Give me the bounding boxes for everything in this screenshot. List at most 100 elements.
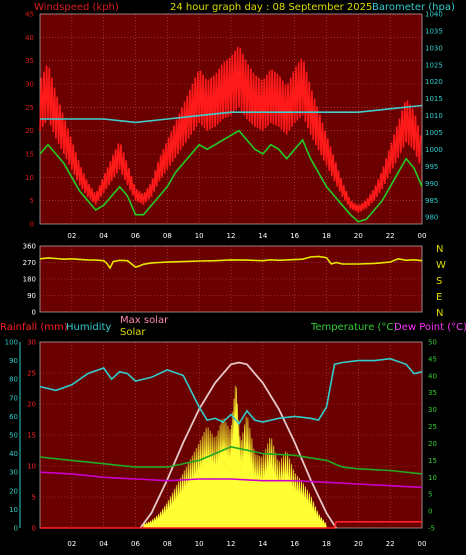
temp-tick-label: 50 <box>428 339 437 347</box>
x-tick-label: 00 <box>418 540 427 548</box>
x-tick-label: 16 <box>290 232 299 240</box>
y2-tick-label: 985 <box>425 197 438 205</box>
dewpoint-axis-title: Dew Point (°C) <box>394 322 466 333</box>
x-tick-label: 04 <box>99 540 108 548</box>
y-tick-label: 25 <box>25 104 34 112</box>
y-tick-label: 5 <box>30 197 34 205</box>
temp-tick-label: 5 <box>428 491 432 499</box>
y-tick-label: 30 <box>25 81 34 89</box>
humidity-tick-label: 30 <box>9 469 18 477</box>
rain-tick-label: 10 <box>27 463 36 471</box>
x-tick-label: 22 <box>386 540 395 548</box>
temp-tick-label: 20 <box>428 440 437 448</box>
x-tick-label: 04 <box>99 232 108 240</box>
x-tick-label: 16 <box>290 540 299 548</box>
y2-tick-label: 1025 <box>425 61 443 69</box>
rain-tick-label: 5 <box>32 494 36 502</box>
rainfall-axis-title: Rainfall (mm) <box>0 322 68 333</box>
y-tick-label: 15 <box>25 151 34 159</box>
humidity-tick-label: 40 <box>9 450 18 458</box>
humidity-tick-label: 90 <box>9 357 18 365</box>
humidity-tick-label: 50 <box>9 432 18 440</box>
x-tick-label: 18 <box>322 540 331 548</box>
humidity-tick-label: 70 <box>9 394 18 402</box>
chart-title: 24 hour graph day : 08 September 2025 <box>170 2 372 13</box>
y-tick-label: 45 <box>25 11 34 19</box>
humidity-tick-label: 80 <box>9 376 18 384</box>
x-tick-label: 02 <box>67 232 76 240</box>
temp-tick-label: 45 <box>428 355 437 363</box>
x-tick-label: 06 <box>131 540 140 548</box>
x-tick-label: 12 <box>227 540 236 548</box>
x-tick-label: 14 <box>258 232 267 240</box>
y-tick-label: 360 <box>23 243 36 251</box>
direction-label: N <box>436 244 443 255</box>
direction-label: N <box>436 308 443 319</box>
y-tick-label: 35 <box>25 57 34 65</box>
y2-tick-label: 1035 <box>425 27 443 35</box>
y-tick-label: 270 <box>23 259 36 267</box>
rain-tick-label: 0 <box>32 525 36 533</box>
x-tick-label: 20 <box>354 540 363 548</box>
rain-tick-label: 20 <box>27 401 36 409</box>
rain-humidity-temp-panel: 0 5 10 15 20 25 30 0 10 20 30 40 50 60 70 80 90 100 -5 0 5 10… <box>5 339 437 549</box>
humidity-tick-label: 60 <box>9 413 18 421</box>
humidity-tick-label: 10 <box>9 506 18 514</box>
y2-tick-label: 1020 <box>425 78 443 86</box>
y-tick-label: 40 <box>25 34 34 42</box>
x-tick-label: 14 <box>258 540 267 548</box>
rain-tick-label: 15 <box>27 432 36 440</box>
x-tick-label: 22 <box>386 232 395 240</box>
x-tick-label: 08 <box>163 540 172 548</box>
x-tick-label: 20 <box>354 232 363 240</box>
y2-tick-label: 1010 <box>425 112 443 120</box>
series-max-solar <box>139 361 337 529</box>
direction-label: W <box>436 260 446 271</box>
x-tick-label: 10 <box>195 232 204 240</box>
direction-label: E <box>436 292 442 303</box>
series-rainfall <box>40 521 422 529</box>
temp-tick-label: 40 <box>428 372 437 380</box>
temp-tick-label: -5 <box>428 525 435 533</box>
humidity-axis-title: Humidity <box>66 322 111 333</box>
y2-tick-label: 990 <box>425 180 438 188</box>
series-humidity <box>39 357 423 426</box>
y-tick-label: 180 <box>23 276 36 284</box>
rain-tick-label: 30 <box>27 339 36 347</box>
max-solar-label: Max solar <box>120 315 169 326</box>
x-tick-label: 06 <box>131 232 140 240</box>
solar-label: Solar <box>120 327 146 338</box>
temp-tick-label: 0 <box>428 508 432 516</box>
series-direction <box>39 255 423 270</box>
x-tick-label: 18 <box>322 232 331 240</box>
series-temperature <box>39 445 423 475</box>
y2-tick-label: 980 <box>425 214 438 222</box>
y-tick-label: 90 <box>27 292 36 300</box>
wind-barometer-panel: 0510152025303540459809859909951000100510… <box>25 11 443 241</box>
humidity-tick-label: 100 <box>5 339 18 347</box>
x-tick-label: 12 <box>227 232 236 240</box>
series-windspeed <box>39 46 422 213</box>
x-tick-label: 02 <box>67 540 76 548</box>
y2-tick-label: 1000 <box>425 146 443 154</box>
temperature-axis-title: Temperature (°C) <box>310 322 397 333</box>
barometer-axis-title: Barometer (hpa) <box>372 2 455 13</box>
x-tick-label: 08 <box>163 232 172 240</box>
temp-tick-label: 30 <box>428 406 437 414</box>
y-tick-label: 0 <box>30 221 34 229</box>
y2-tick-label: 995 <box>425 163 438 171</box>
direction-label: S <box>436 276 442 287</box>
y2-tick-label: 1040 <box>425 11 443 19</box>
series-dew-point <box>39 471 423 489</box>
temp-tick-label: 25 <box>428 423 437 431</box>
series-average-wind <box>39 129 423 223</box>
y-tick-label: 10 <box>25 174 34 182</box>
y-tick-label: 0 <box>32 309 36 317</box>
humidity-tick-label: 20 <box>9 487 18 495</box>
temp-tick-label: 15 <box>428 457 437 465</box>
temp-tick-label: 10 <box>428 474 437 482</box>
rain-tick-label: 25 <box>27 370 36 378</box>
temp-tick-label: 35 <box>428 389 437 397</box>
